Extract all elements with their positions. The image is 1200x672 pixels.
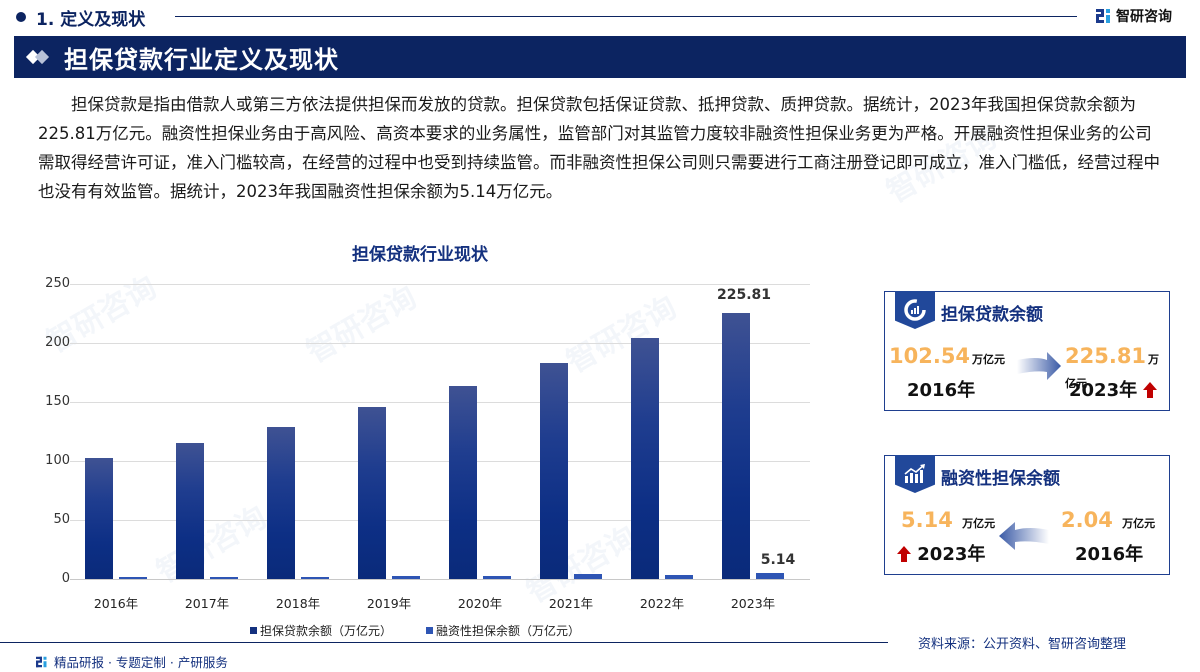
page-title: 担保贷款行业定义及现状 — [64, 45, 339, 74]
data-label-s2-2023: 5.14 — [760, 552, 796, 568]
data-source: 资料来源：公开资料、智研咨询整理 — [918, 637, 1127, 652]
up-arrow-icon — [1143, 382, 1158, 398]
y-tick: 0 — [61, 571, 70, 586]
bar-guarantee-loan — [449, 386, 477, 579]
bar-financing-guarantee — [210, 576, 238, 579]
kpi-from-year: 2016年 — [1075, 544, 1144, 565]
description-paragraph: 担保贷款是指由借款人或第三方依法提供担保而发放的贷款。担保贷款包括保证贷款、抵押… — [38, 95, 1160, 201]
header-divider — [175, 16, 1077, 17]
gridline — [70, 402, 810, 403]
kpi-from-value: 2.04 万亿元 — [1061, 508, 1155, 532]
legend-swatch-icon — [250, 627, 257, 634]
kpi-to-year: 2023年 — [897, 540, 985, 566]
title-banner: 担保贷款行业定义及现状 — [14, 36, 1186, 78]
x-tick: 2022年 — [639, 596, 685, 611]
legend-swatch-icon — [426, 627, 434, 634]
growth-bars-icon — [895, 455, 935, 493]
y-tick: 200 — [45, 335, 70, 350]
bar-guarantee-loan — [358, 406, 386, 579]
kpi-unit: 万亿元 — [1122, 517, 1156, 530]
x-tick: 2021年 — [548, 596, 594, 611]
logo-mark-icon — [1096, 9, 1110, 23]
kpi-unit: 万亿元 — [962, 517, 996, 530]
legend-label: 担保贷款余额（万亿元） — [260, 624, 393, 638]
chart-legend: 担保贷款余额（万亿元） 融资性担保余额（万亿元） — [250, 622, 580, 639]
bar-guarantee-loan — [267, 426, 295, 579]
bar-financing-guarantee — [483, 576, 511, 579]
footer-tagline: 精品研报 · 专题定制 · 产研服务 — [36, 652, 228, 671]
bar-guarantee-loan — [85, 458, 113, 579]
bar-financing-guarantee — [756, 572, 784, 579]
x-tick: 2019年 — [366, 596, 412, 611]
footer-tagline-text: 精品研报 · 专题定制 · 产研服务 — [54, 655, 228, 670]
kpi-to-value: 225.81 万亿元 — [1065, 344, 1169, 392]
x-axis — [70, 579, 810, 580]
logo-mark-icon — [36, 656, 47, 667]
data-label-s1-2023: 225.81 — [716, 287, 772, 303]
kpi-to-year-label: 2023年 — [1069, 380, 1138, 401]
legend-item-s2: 融资性担保余额（万亿元） — [426, 622, 580, 639]
x-tick: 2018年 — [275, 596, 321, 611]
gridline — [70, 520, 810, 521]
kpi-title: 担保贷款余额 — [941, 305, 1043, 325]
donut-chart-icon — [895, 291, 935, 329]
kpi-to-year: 2023年 — [1069, 376, 1158, 402]
kpi-title: 融资性担保余额 — [941, 469, 1060, 489]
gridline — [70, 284, 810, 285]
kpi-unit: 万亿元 — [1065, 353, 1160, 390]
x-tick: 2017年 — [184, 596, 230, 611]
x-tick: 2020年 — [457, 596, 503, 611]
kpi-from-year: 2016年 — [907, 380, 976, 401]
bar-financing-guarantee — [574, 574, 602, 579]
legend-label: 融资性担保余额（万亿元） — [436, 624, 581, 638]
kpi-unit: 万亿元 — [972, 353, 1006, 366]
y-tick: 100 — [45, 453, 70, 468]
kpi-to-number: 225.81 — [1065, 344, 1147, 368]
gridline — [70, 461, 810, 462]
bullet-icon — [16, 12, 26, 22]
bar-guarantee-loan — [176, 443, 204, 579]
arrow-left-icon — [999, 522, 1049, 550]
y-tick: 150 — [45, 394, 70, 409]
logo-name: 智研咨询 — [1116, 9, 1172, 25]
bar-chart: 250 200 150 100 50 0 225.81 5.14 2016年 20… — [20, 270, 810, 611]
brand-logo: 智研咨询 — [1096, 6, 1172, 26]
y-tick: 250 — [45, 276, 70, 291]
kpi-card-guarantee-loans: 担保贷款余额 102.54 万亿元 2016年 225.81 万亿元 2023年 — [884, 291, 1170, 411]
section-title: 1. 定义及现状 — [36, 10, 146, 30]
bar-financing-guarantee — [119, 576, 147, 579]
kpi-to-value: 5.14 万亿元 — [901, 508, 995, 532]
diamond-icon — [25, 47, 56, 67]
y-tick: 50 — [53, 512, 70, 527]
bar-financing-guarantee — [665, 574, 693, 579]
x-tick: 2023年 — [730, 596, 776, 611]
kpi-from-value: 102.54 万亿元 — [889, 344, 1005, 368]
legend-item-s1: 担保贷款余额（万亿元） — [250, 622, 392, 639]
gridline — [70, 343, 810, 344]
bar-financing-guarantee — [392, 575, 420, 579]
bar-guarantee-loan — [540, 363, 568, 579]
bar-guarantee-loan — [631, 338, 659, 579]
kpi-card-financing-guarantee: 融资性担保余额 5.14 万亿元 2023年 2.04 万亿元 2016年 — [884, 455, 1170, 575]
chart-title: 担保贷款行业现状 — [352, 245, 488, 265]
top-header: 1. 定义及现状 智研咨询 — [0, 0, 1200, 34]
bar-guarantee-loan — [722, 312, 750, 579]
up-arrow-icon — [897, 546, 911, 562]
kpi-to-number: 5.14 — [901, 508, 953, 532]
arrow-right-icon — [1017, 352, 1061, 380]
x-tick: 2016年 — [93, 596, 139, 611]
bar-financing-guarantee — [301, 576, 329, 579]
kpi-from-number: 102.54 — [889, 344, 971, 368]
kpi-from-number: 2.04 — [1061, 508, 1113, 532]
footer-divider — [0, 642, 888, 643]
kpi-to-year-label: 2023年 — [917, 544, 986, 565]
